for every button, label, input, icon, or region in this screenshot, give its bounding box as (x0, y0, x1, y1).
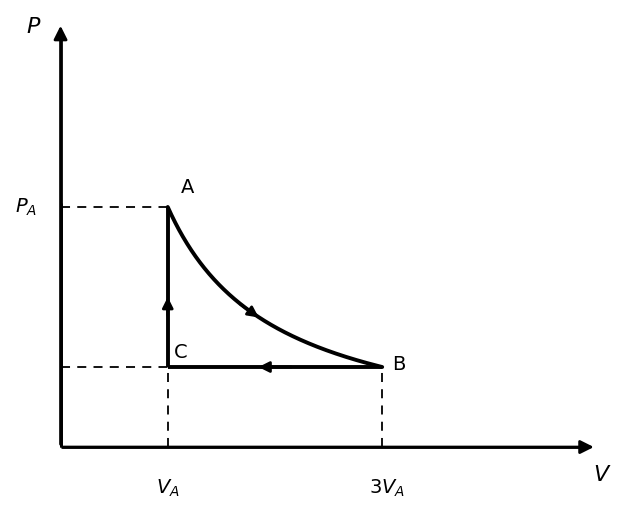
Text: $3V_A$: $3V_A$ (369, 478, 406, 499)
Text: C: C (174, 343, 188, 362)
Text: B: B (392, 355, 406, 373)
Text: $P_A$: $P_A$ (15, 196, 37, 218)
Text: A: A (181, 178, 194, 197)
Text: $V_A$: $V_A$ (156, 478, 179, 499)
Text: $V$: $V$ (592, 465, 611, 485)
Text: $P$: $P$ (26, 17, 41, 37)
